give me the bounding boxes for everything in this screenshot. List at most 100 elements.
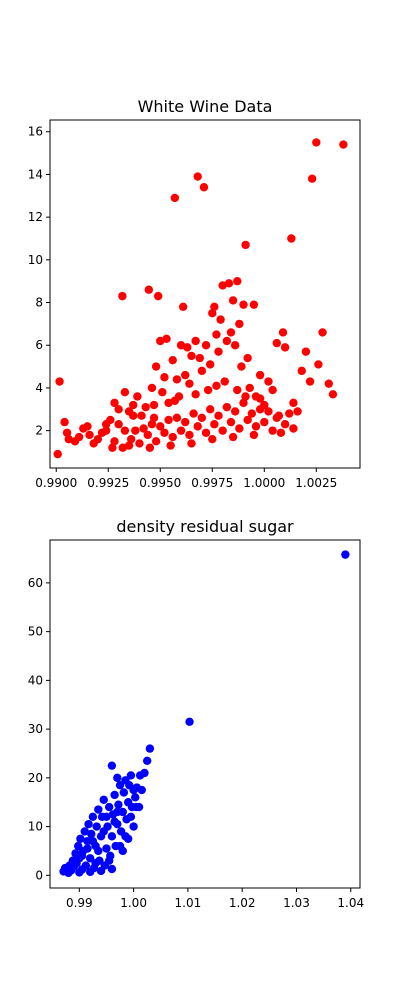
data-point-40 <box>181 370 190 380</box>
data-point-67 <box>239 300 248 309</box>
plot-frame <box>49 119 361 469</box>
x-ticks: 0.99 1.00 1.01 1.02 1.03 1.04 <box>66 888 364 910</box>
data-point-20 <box>88 812 98 822</box>
data-point-32 <box>162 334 171 344</box>
data-point-87 <box>307 174 317 183</box>
data-point-82 <box>289 398 298 408</box>
y-tick-label: 10 <box>28 253 43 267</box>
data-point-139 <box>124 441 134 450</box>
data-point-99 <box>135 439 144 448</box>
data-point-70 <box>245 383 254 393</box>
y-tick-label: 14 <box>28 167 43 181</box>
data-point-135 <box>285 409 294 418</box>
data-point-18 <box>120 388 130 397</box>
points-layer <box>53 138 348 459</box>
data-point-96 <box>120 426 130 435</box>
data-point-16 <box>114 405 123 414</box>
data-point-19 <box>87 829 96 839</box>
data-point-64 <box>233 276 242 286</box>
data-point-84 <box>297 366 306 376</box>
x-tick-label: 0.9925 <box>87 476 129 490</box>
data-point-43 <box>187 351 196 361</box>
data-point-125 <box>243 415 252 425</box>
data-point-93 <box>339 140 348 149</box>
data-point-2 <box>60 417 69 427</box>
data-point-116 <box>206 405 215 414</box>
y-tick-label: 40 <box>28 673 43 687</box>
data-point-97 <box>126 434 136 444</box>
data-point-73 <box>110 817 119 826</box>
x-tick-label: 0.9950 <box>139 476 181 490</box>
data-point-127 <box>251 422 261 431</box>
x-tick-label: 0.9975 <box>191 476 233 490</box>
data-point-68 <box>241 240 250 250</box>
data-point-11 <box>76 834 85 843</box>
data-point-75 <box>121 832 130 841</box>
chart-title: White Wine Data <box>138 97 273 116</box>
x-tick-label: 0.9900 <box>35 476 77 490</box>
data-point-11 <box>93 434 103 444</box>
data-point-66 <box>237 362 246 371</box>
y-tick-label: 10 <box>28 820 43 834</box>
data-point-58 <box>220 377 229 386</box>
data-point-69 <box>243 353 252 363</box>
data-point-28 <box>99 795 108 804</box>
data-point-23 <box>141 402 150 412</box>
data-point-94 <box>110 437 119 446</box>
data-point-118 <box>214 411 223 420</box>
y-ticks: 0 10 20 30 40 50 60 <box>28 576 50 882</box>
data-point-130 <box>264 407 273 416</box>
y-tick-label: 20 <box>28 771 43 785</box>
data-point-75 <box>264 377 273 386</box>
data-point-113 <box>193 422 202 431</box>
data-point-59 <box>222 336 232 346</box>
data-point-117 <box>210 420 219 429</box>
y-tick-label: 60 <box>28 576 43 590</box>
data-point-51 <box>131 793 140 802</box>
data-point-70 <box>94 846 103 856</box>
x-tick-label: 1.01 <box>175 896 202 910</box>
data-point-21 <box>133 392 142 401</box>
data-point-77 <box>132 802 141 812</box>
data-point-55 <box>214 347 223 356</box>
data-point-98 <box>131 426 140 435</box>
data-point-65 <box>107 864 117 874</box>
chart-title: density residual sugar <box>116 517 294 536</box>
data-point-31 <box>160 373 169 382</box>
x-tick-label: 1.00 <box>120 896 147 910</box>
data-point-72 <box>104 856 114 865</box>
data-point-8 <box>83 422 92 431</box>
data-point-147 <box>241 392 250 401</box>
data-point-90 <box>318 328 327 337</box>
x-tick-label: 1.04 <box>337 896 364 910</box>
data-point-61 <box>226 328 236 337</box>
y-tick-label: 16 <box>28 125 43 139</box>
data-point-24 <box>144 285 154 294</box>
y-tick-label: 30 <box>28 722 43 736</box>
y-tick-label: 2 <box>35 424 43 438</box>
data-point-17 <box>118 291 127 301</box>
data-point-103 <box>151 437 161 446</box>
data-point-3 <box>62 428 72 437</box>
x-tick-label: 1.02 <box>229 896 256 910</box>
data-point-34 <box>168 355 177 365</box>
white-wine-data-panel: White Wine Data 0.9900 0.9925 0.9950 0.9975… <box>28 97 361 490</box>
data-point-6 <box>74 432 84 442</box>
y-tick-label: 4 <box>35 381 43 395</box>
data-point-151 <box>170 396 180 405</box>
data-point-86 <box>305 377 315 386</box>
data-point-83 <box>293 407 302 416</box>
data-point-109 <box>176 426 186 435</box>
data-point-124 <box>239 398 248 408</box>
data-point-114 <box>197 413 207 423</box>
data-point-14 <box>106 415 115 425</box>
data-point-56 <box>140 768 149 778</box>
data-point-78 <box>137 785 146 795</box>
data-point-47 <box>197 366 207 376</box>
data-point-34 <box>107 832 117 841</box>
y-ticks: 2 4 6 8 10 12 14 16 <box>28 125 50 438</box>
data-point-74 <box>115 841 125 851</box>
data-point-48 <box>126 771 136 780</box>
y-tick-label: 6 <box>35 338 43 352</box>
